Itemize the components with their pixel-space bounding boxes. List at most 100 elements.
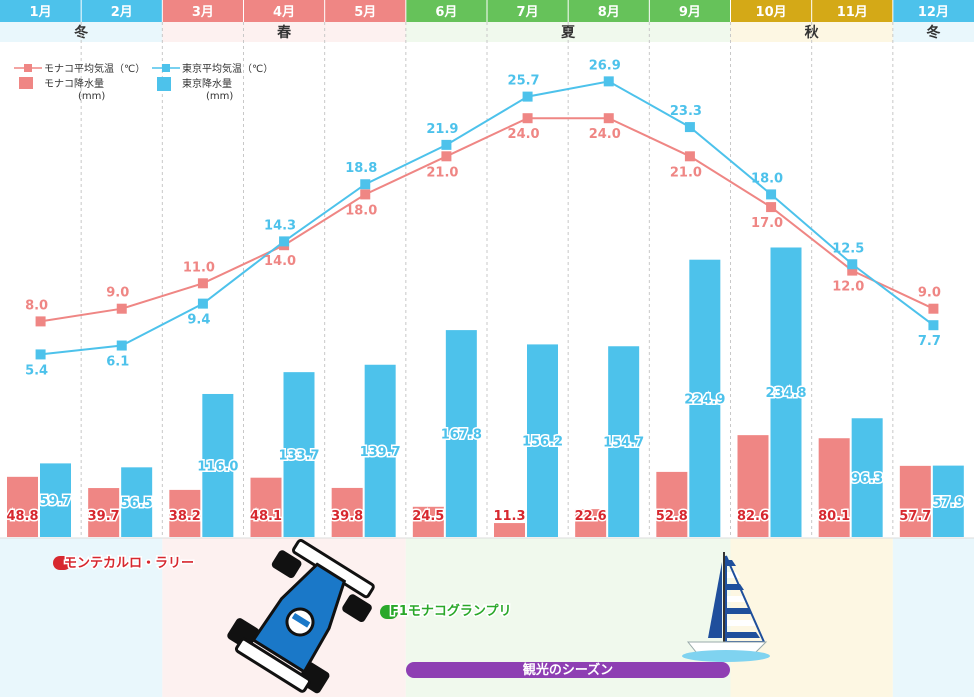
monaco-rain-label: 24.5 xyxy=(412,509,444,524)
monaco-temp-label: 12.0 xyxy=(832,280,864,295)
tokyo-rain-bar xyxy=(689,259,721,537)
monaco-rain-label: 39.8 xyxy=(331,509,363,524)
month-label: 4月 xyxy=(273,5,295,20)
legend-monaco-temp-marker xyxy=(24,64,32,72)
legend-tokyo-rain-swatch xyxy=(157,77,171,91)
monaco-rain-label: 38.2 xyxy=(169,509,201,524)
tokyo-rain-label: 156.2 xyxy=(522,435,563,450)
tokyo-temp-label: 5.4 xyxy=(25,363,48,378)
tokyo-temp-label: 25.7 xyxy=(508,74,540,89)
tokyo-rain-bar xyxy=(445,330,477,537)
events-band-bg xyxy=(0,538,163,697)
tokyo-temp-marker xyxy=(766,189,777,200)
tokyo-rain-label: 57.9 xyxy=(932,495,964,510)
monaco-temp-marker xyxy=(116,303,127,314)
month-header-cell xyxy=(568,0,650,22)
monaco-temp-label: 24.0 xyxy=(589,127,621,142)
monaco-rain-bar xyxy=(169,489,201,537)
tokyo-rain-label: 133.7 xyxy=(278,449,319,464)
monaco-temp-label: 14.0 xyxy=(264,254,296,269)
month-header-cell xyxy=(324,0,406,22)
monaco-rain-label: 48.8 xyxy=(6,509,38,524)
monaco-temp-marker xyxy=(360,189,371,200)
monaco-rain-label: 80.1 xyxy=(818,509,850,524)
month-label: 2月 xyxy=(111,5,133,20)
tokyo-rain-bar xyxy=(932,465,964,537)
monaco-rain-bar xyxy=(250,477,282,537)
tokyo-temp-label: 18.0 xyxy=(751,171,783,186)
month-header-cell xyxy=(730,0,812,22)
monaco-rain-bar xyxy=(88,488,120,537)
tokyo-temp-marker xyxy=(279,236,290,247)
monaco-rain-label: 52.8 xyxy=(656,509,688,524)
month-label: 8月 xyxy=(598,5,620,20)
season-label: 冬 xyxy=(926,24,940,41)
month-header-cell xyxy=(892,0,974,22)
month-header-cell xyxy=(649,0,731,22)
tokyo-rain-bar xyxy=(770,247,802,538)
tokyo-rain-bar xyxy=(527,344,558,537)
month-label: 3月 xyxy=(192,5,214,20)
monaco-temp-marker xyxy=(197,278,208,289)
month-label: 9月 xyxy=(679,5,701,20)
month-label: 5月 xyxy=(354,5,376,20)
tokyo-rain-label: 167.8 xyxy=(441,428,482,443)
tokyo-temp-label: 12.5 xyxy=(832,241,864,256)
season-band-bg xyxy=(892,22,974,42)
season-band-bg xyxy=(162,22,406,42)
tokyo-temp-marker xyxy=(197,298,208,309)
monaco-temp-marker xyxy=(441,151,452,162)
legend-tokyo-rain-label: 東京降水量 xyxy=(182,77,232,90)
rally-marker xyxy=(53,556,71,570)
monaco-rain-label: 39.7 xyxy=(88,509,120,524)
monaco-rain-label: 48.1 xyxy=(250,509,282,524)
monaco-rain-bar xyxy=(494,523,525,537)
tokyo-rain-label: 154.7 xyxy=(603,436,644,451)
legend-tokyo-temp-marker xyxy=(162,64,170,72)
monaco-rain-bar xyxy=(899,465,931,537)
season-label: 秋 xyxy=(805,24,820,41)
month-header-cell xyxy=(0,0,82,22)
month-label: 6月 xyxy=(435,5,457,20)
month-label: 10月 xyxy=(756,5,787,20)
legend-monaco-temp-label: モナコ平均気温（℃） xyxy=(44,62,145,75)
jib-sail xyxy=(708,562,722,638)
monaco-temp-label: 21.0 xyxy=(426,165,458,180)
tokyo-rain-label: 59.7 xyxy=(39,494,71,509)
tokyo-temp-line xyxy=(40,80,935,356)
tokyo-temp-marker xyxy=(116,340,127,351)
monaco-temp-label: 9.0 xyxy=(106,286,129,301)
yacht-icon xyxy=(682,552,770,662)
month-label: 7月 xyxy=(517,5,539,20)
tokyo-temp-marker xyxy=(847,259,858,270)
monaco-temp-label: 9.0 xyxy=(918,286,941,301)
sail-stripe xyxy=(726,620,756,626)
tokyo-rain-bar xyxy=(851,418,883,537)
legend-tokyo-rain-unit: (mm) xyxy=(206,91,233,102)
season-band-bg xyxy=(730,22,893,42)
sail-stripe xyxy=(726,572,740,578)
monaco-temp-marker xyxy=(35,316,46,327)
events-band-bg xyxy=(730,538,893,697)
tokyo-rain-bar xyxy=(283,372,315,537)
sail-stripe xyxy=(726,608,752,614)
legend-monaco-rain-label: モナコ降水量 xyxy=(44,77,104,90)
tokyo-rain-label: 56.5 xyxy=(121,496,153,511)
tokyo-rain-bar xyxy=(608,346,640,537)
tokyo-rain-label: 224.9 xyxy=(684,392,725,407)
tokyo-rain-bar xyxy=(364,364,396,537)
water xyxy=(682,650,770,662)
monaco-rain-bar xyxy=(412,506,444,537)
tokyo-temp-label: 6.1 xyxy=(106,355,129,370)
car-wheel xyxy=(271,550,302,578)
monaco-rain-bar xyxy=(656,471,688,537)
month-header-cell xyxy=(243,0,325,22)
monaco-rain-bar xyxy=(818,438,850,537)
month-label: 12月 xyxy=(918,5,949,20)
tokyo-rain-label: 116.0 xyxy=(197,459,238,474)
f1-label: F1モナコグランプリ xyxy=(390,603,512,619)
tokyo-temp-marker xyxy=(684,122,695,133)
monaco-temp-label: 21.0 xyxy=(670,165,702,180)
legend-monaco-rain-unit: (mm) xyxy=(78,91,105,102)
